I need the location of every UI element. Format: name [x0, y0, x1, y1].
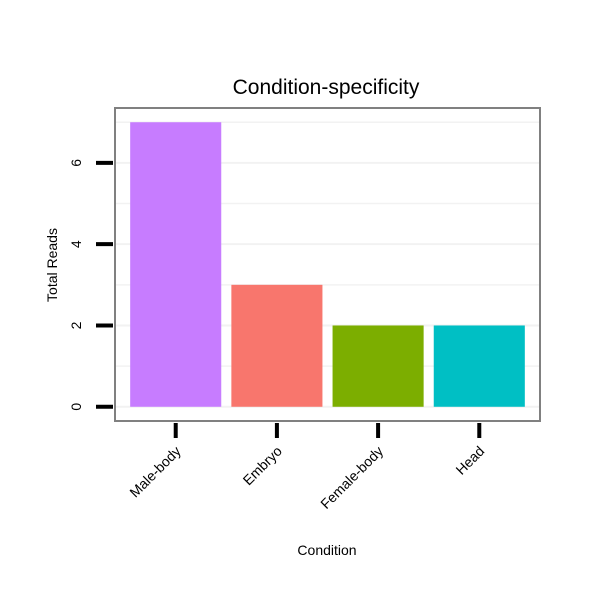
x-tick-label: Embryo: [240, 443, 286, 489]
bar-head: [433, 325, 525, 407]
x-axis: Male-body Embryo Female-body Head: [126, 423, 487, 512]
bars: [130, 122, 525, 407]
bar-embryo: [231, 284, 323, 407]
y-tick-label: 4: [68, 240, 84, 248]
x-tick-label: Female-body: [317, 443, 386, 512]
y-axis: 0 2 4 6: [68, 159, 113, 411]
x-tick-label: Head: [452, 443, 487, 478]
bar-male-body: [130, 122, 222, 407]
y-axis-label: Total Reads: [44, 228, 60, 302]
plot-panel-border: [114, 107, 541, 422]
y-tick-label: 0: [68, 403, 84, 411]
x-axis-label: Condition: [297, 542, 356, 558]
x-tick-label: Male-body: [126, 443, 184, 501]
y-tick-label: 2: [68, 321, 84, 329]
bar-female-body: [332, 325, 424, 407]
y-tick-label: 6: [68, 159, 84, 167]
chart-title: Condition-specificity: [233, 76, 420, 99]
